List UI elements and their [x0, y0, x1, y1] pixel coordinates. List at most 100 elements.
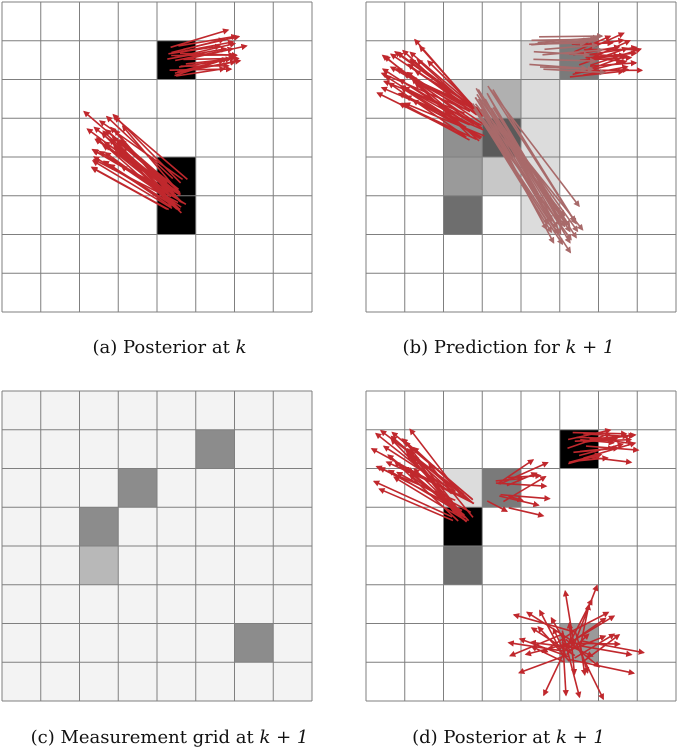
particle-arrow	[561, 641, 594, 658]
particle-arrow	[108, 163, 172, 208]
panel-d-grid	[365, 390, 677, 702]
particle-arrow	[541, 631, 574, 654]
particle-arrow	[383, 55, 464, 123]
particle-arrow	[533, 50, 591, 58]
particle-arrow	[585, 44, 638, 56]
particle-arrow	[569, 68, 625, 78]
particle-arrow	[544, 42, 599, 51]
caption-b-math: k + 1	[565, 337, 615, 358]
particle-arrow	[509, 632, 565, 657]
particle-arrow	[405, 450, 453, 492]
particle-arrow	[387, 82, 466, 137]
particle-arrow	[583, 432, 630, 440]
particle-arrow	[91, 160, 173, 209]
caption-d-text: (d) Posterior at	[412, 727, 551, 748]
particle-arrow	[533, 57, 597, 65]
particle-arrow	[95, 137, 178, 210]
caption-d-math: k + 1	[555, 727, 605, 748]
particle-arrow	[566, 633, 590, 656]
particle-arrow	[542, 47, 604, 56]
caption-c-math: k + 1	[259, 727, 309, 748]
particle-arrow	[485, 114, 555, 244]
particle-arrow	[590, 47, 643, 67]
occupied-cell	[234, 623, 274, 663]
occupied-cell	[79, 546, 119, 585]
particle-arrow	[570, 637, 578, 676]
particle-arrow	[526, 611, 579, 646]
particle-arrow	[170, 28, 230, 49]
particle-arrow	[530, 627, 576, 657]
particle-arrow	[530, 645, 565, 664]
particle-arrow	[401, 102, 470, 141]
occupied-cell	[195, 429, 235, 469]
particle-arrow	[587, 436, 635, 447]
particle-arrow	[168, 43, 222, 55]
panel-c-grid	[1, 390, 313, 702]
particle-arrow	[121, 125, 180, 193]
particle-arrow	[529, 39, 587, 47]
particle-arrow	[517, 654, 567, 675]
particle-arrow	[507, 472, 542, 480]
particle-arrow	[414, 80, 481, 126]
particle-arrow	[586, 39, 631, 61]
occupied-cell	[79, 507, 119, 546]
particle-arrow	[578, 644, 633, 657]
particle-arrow	[508, 495, 524, 503]
caption-a-math: k	[235, 337, 247, 358]
particle-arrow	[178, 57, 226, 68]
particle-arrow	[472, 103, 550, 225]
particle-arrow	[414, 38, 476, 110]
particle-arrow	[393, 476, 468, 522]
particle-arrow	[102, 144, 171, 188]
particle-arrow	[568, 658, 636, 676]
occupied-cell	[443, 195, 483, 235]
particle-arrow	[383, 80, 465, 115]
caption-b: (b) Prediction for k + 1	[339, 337, 678, 358]
particle-arrow	[372, 480, 453, 518]
particle-arrow	[374, 432, 453, 495]
caption-c-text: (c) Measurement grid at	[30, 727, 254, 748]
particle-arrow	[475, 87, 543, 204]
particle-arrow	[572, 584, 599, 646]
particle-arrow	[495, 482, 548, 490]
particle-arrow	[543, 68, 607, 76]
particle-arrow	[397, 92, 484, 131]
particle-arrow	[110, 126, 180, 201]
caption-b-text: (b) Prediction for	[402, 337, 560, 358]
particle-arrow	[171, 37, 226, 54]
particle-arrow	[108, 138, 172, 198]
particle-arrow	[568, 452, 602, 464]
particle-arrow	[579, 445, 615, 453]
occupied-cell	[521, 79, 560, 119]
panel-a-grid	[1, 1, 313, 313]
particle-arrow	[387, 454, 455, 509]
particle-arrow	[482, 118, 572, 241]
particle-arrow	[378, 488, 454, 522]
occupied-cell	[443, 546, 483, 585]
particle-arrow	[105, 115, 174, 180]
particle-arrow	[539, 32, 604, 40]
particle-arrow	[539, 65, 595, 73]
occupied-cell	[482, 79, 521, 119]
particle-arrow	[486, 500, 509, 513]
particle-arrow	[552, 627, 568, 658]
caption-a: (a) Posterior at k	[0, 337, 339, 358]
particle-arrow	[412, 456, 470, 501]
occupied-cell	[559, 429, 599, 469]
particle-arrow	[185, 56, 232, 65]
particle-arrow	[403, 102, 485, 137]
particle-arrow	[500, 493, 551, 502]
particle-arrow	[409, 58, 482, 114]
particle-arrow	[512, 613, 576, 633]
particle-arrow	[175, 66, 226, 77]
particle-arrow	[508, 507, 545, 518]
particle-arrow	[90, 166, 170, 211]
caption-d: (d) Posterior at k + 1	[339, 727, 678, 748]
particle-arrow	[401, 438, 474, 501]
caption-a-text: (a) Posterior at	[92, 337, 230, 358]
caption-c: (c) Measurement grid at k + 1	[0, 727, 339, 748]
particle-arrow	[395, 68, 483, 118]
particle-arrow	[492, 107, 571, 233]
particle-arrow	[495, 475, 524, 483]
particle-arrow	[491, 111, 579, 233]
